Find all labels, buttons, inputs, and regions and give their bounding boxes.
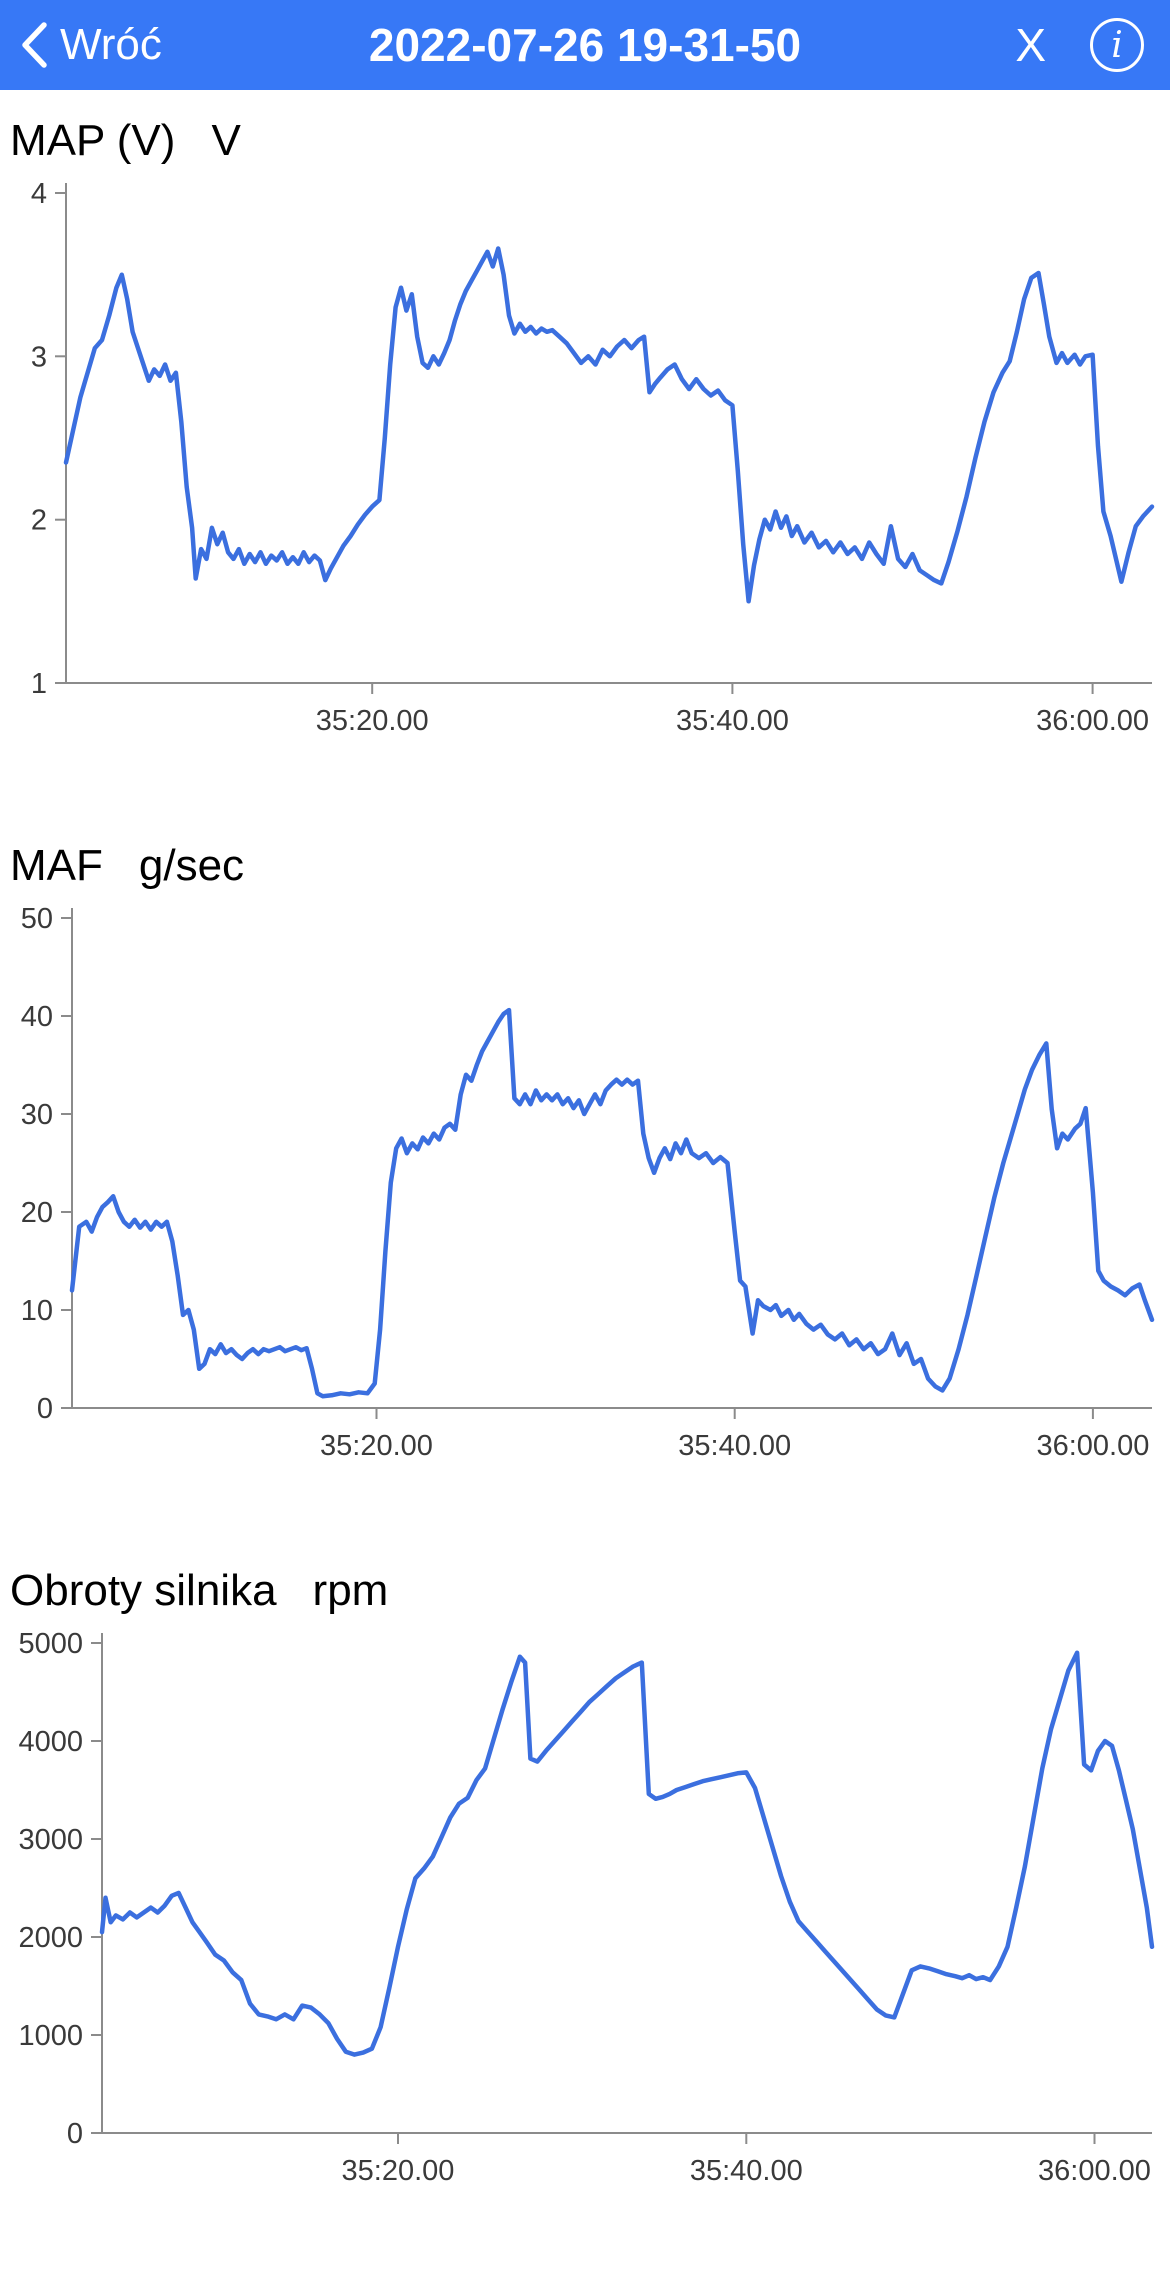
y-tick-label: 5000 [18,1628,83,1660]
rpm-chart[interactable]: 0 1000 2000 3000 4000 5000 35:20.00 35:40.00 36:… [0,1628,1170,2193]
y-tick-label: 20 [21,1197,53,1229]
chart-unit: V [211,116,241,165]
back-button-label: Wróć [60,20,162,69]
info-button[interactable]: i [1090,18,1144,72]
chart-title-maf: MAF g/sec [10,841,1170,891]
chart-name: Obroty silnika [10,1566,277,1615]
y-tick-label: 4 [31,178,47,210]
x-tick-label: 36:00.00 [1036,705,1149,737]
chart-unit: rpm [312,1566,389,1615]
chart-line [69,1007,1155,1399]
x-tick-label: 36:00.00 [1036,1430,1149,1462]
y-tick-label: 0 [37,1393,53,1425]
charts-container: MAP (V) V 1 2 3 4 35:20.00 35:40.00 36:00.00 M… [0,90,1170,2193]
nav-bar: Wróć 2022-07-26 19-31-50 X i [0,0,1170,90]
y-tick-label: 3000 [18,1824,83,1856]
chart-name: MAP (V) [10,116,176,165]
x-tick-label: 35:40.00 [676,705,789,737]
map-chart[interactable]: 1 2 3 4 35:20.00 35:40.00 36:00.00 [0,178,1170,743]
x-tick-label: 35:20.00 [320,1430,433,1462]
y-tick-label: 2 [31,505,47,537]
y-tick-label: 3 [31,341,47,373]
y-tick-label: 2000 [18,1922,83,1954]
y-tick-label: 40 [21,1001,53,1033]
chart-section-map: MAP (V) V 1 2 3 4 35:20.00 35:40.00 36:00.00 [0,90,1170,743]
y-tick-label: 1 [31,668,47,700]
y-tick-label: 1000 [18,2020,83,2052]
x-tick-label: 36:00.00 [1038,2155,1151,2187]
x-tick-label: 35:20.00 [316,705,429,737]
page-title: 2022-07-26 19-31-50 [368,19,802,71]
x-tick-label: 35:40.00 [690,2155,803,2187]
x-tick-label: 35:40.00 [678,1430,791,1462]
maf-chart[interactable]: 0 10 20 30 40 50 35:20.00 35:40.00 36:00.00 [0,903,1170,1468]
close-button[interactable]: X [1015,19,1046,71]
info-icon: i [1111,24,1123,66]
y-tick-label: 50 [21,903,53,935]
y-tick-label: 4000 [18,1726,83,1758]
chart-section-rpm: Obroty silnika rpm 0 1000 2000 3000 4000 5000… [0,1540,1170,2193]
chart-section-maf: MAF g/sec 0 10 20 30 40 50 35:20.00 35:40.00 36:… [0,815,1170,1468]
y-tick-label: 30 [21,1099,53,1131]
back-chevron-icon [20,20,48,70]
y-tick-label: 0 [67,2118,83,2150]
back-button[interactable]: Wróć [20,20,162,70]
chart-title-rpm: Obroty silnika rpm [10,1566,1170,1616]
chart-line [99,1650,1155,2057]
y-tick-label: 10 [21,1295,53,1327]
chart-title-map: MAP (V) V [10,116,1170,166]
chart-unit: g/sec [138,841,245,890]
chart-name: MAF [10,841,103,890]
nav-actions: X i [1015,18,1144,72]
chart-line [63,246,1155,604]
x-tick-label: 35:20.00 [342,2155,455,2187]
